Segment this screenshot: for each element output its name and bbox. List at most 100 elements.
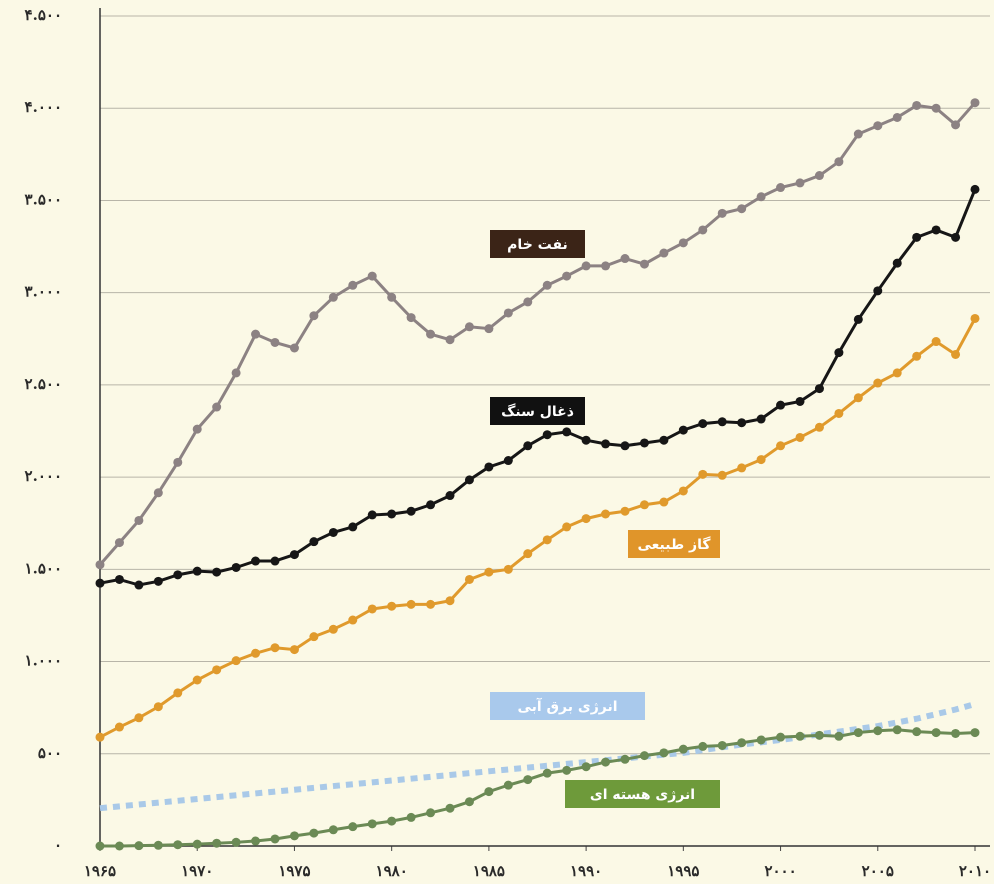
point xyxy=(114,574,124,584)
point xyxy=(95,732,105,742)
point xyxy=(912,727,922,737)
point xyxy=(639,438,649,448)
point xyxy=(678,744,688,754)
point xyxy=(601,261,611,271)
point xyxy=(542,768,552,778)
point xyxy=(542,430,552,440)
x-tick-label: ۱۹۶۵ xyxy=(84,862,116,880)
point xyxy=(231,562,241,572)
point xyxy=(367,604,377,614)
point xyxy=(289,550,299,560)
point xyxy=(853,728,863,738)
point xyxy=(717,417,727,427)
point xyxy=(756,192,766,202)
y-tick-label: ۴.۵۰۰ xyxy=(25,6,62,24)
x-tick-label: ۱۹۹۵ xyxy=(667,862,699,880)
point xyxy=(464,797,474,807)
point xyxy=(328,825,338,835)
point xyxy=(639,259,649,269)
point xyxy=(737,204,747,214)
series-line xyxy=(99,317,977,739)
point xyxy=(406,313,416,323)
point xyxy=(873,726,883,736)
point xyxy=(426,599,436,609)
point xyxy=(153,576,163,586)
point xyxy=(698,419,708,429)
point xyxy=(620,441,630,451)
point xyxy=(406,812,416,822)
point xyxy=(231,656,241,666)
point xyxy=(523,549,533,559)
point xyxy=(348,522,358,532)
point xyxy=(834,731,844,741)
point xyxy=(328,292,338,302)
point xyxy=(639,500,649,510)
point xyxy=(834,157,844,167)
point xyxy=(795,432,805,442)
point xyxy=(542,280,552,290)
point xyxy=(795,178,805,188)
point xyxy=(931,728,941,738)
point xyxy=(153,840,163,850)
series xyxy=(95,313,980,742)
point xyxy=(367,819,377,829)
point xyxy=(192,424,202,434)
point xyxy=(756,455,766,465)
y-tick-label: ۳.۵۰۰ xyxy=(25,190,62,208)
point xyxy=(814,171,824,181)
point xyxy=(834,408,844,418)
point xyxy=(192,566,202,576)
point xyxy=(951,232,961,242)
series xyxy=(95,184,980,590)
point xyxy=(231,368,241,378)
point xyxy=(387,816,397,826)
point xyxy=(212,838,222,848)
y-tick-label: ۵۰۰ xyxy=(38,744,62,762)
point xyxy=(484,462,494,472)
series xyxy=(95,725,980,851)
legend-box xyxy=(628,530,720,558)
point xyxy=(698,741,708,751)
point xyxy=(503,564,513,574)
point xyxy=(951,728,961,738)
point xyxy=(173,688,183,698)
point xyxy=(970,728,980,738)
point xyxy=(970,98,980,108)
point xyxy=(601,757,611,767)
point xyxy=(309,632,319,642)
point xyxy=(698,225,708,235)
point xyxy=(581,514,591,524)
point xyxy=(737,738,747,748)
point xyxy=(523,441,533,451)
point xyxy=(659,497,669,507)
x-tick-label: ۱۹۸۰ xyxy=(376,862,408,880)
legend-box xyxy=(565,780,720,808)
point xyxy=(678,425,688,435)
point xyxy=(367,271,377,281)
point xyxy=(503,456,513,466)
point xyxy=(134,515,144,525)
point xyxy=(659,435,669,445)
point xyxy=(153,488,163,498)
point xyxy=(445,491,455,501)
point xyxy=(678,486,688,496)
point xyxy=(970,184,980,194)
point xyxy=(251,648,261,658)
point xyxy=(426,329,436,339)
point xyxy=(445,596,455,606)
point xyxy=(639,751,649,761)
point xyxy=(270,337,280,347)
point xyxy=(231,837,241,847)
point xyxy=(309,537,319,547)
point xyxy=(776,400,786,410)
point xyxy=(289,343,299,353)
point xyxy=(659,748,669,758)
point xyxy=(387,601,397,611)
point xyxy=(134,841,144,851)
point xyxy=(348,822,358,832)
point xyxy=(892,258,902,268)
point xyxy=(795,731,805,741)
point xyxy=(737,418,747,428)
